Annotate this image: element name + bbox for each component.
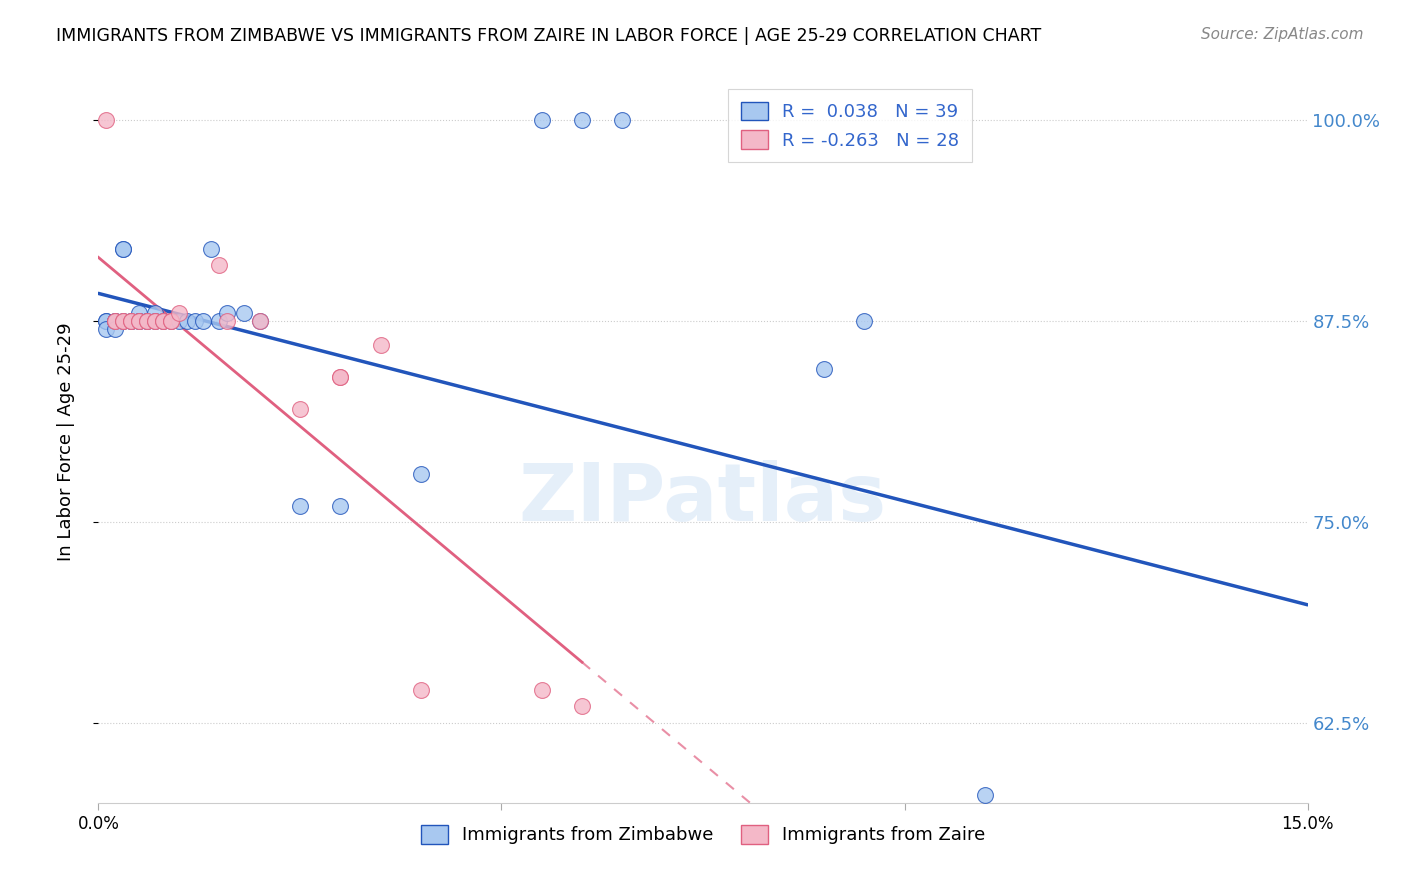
Text: ZIPatlas: ZIPatlas: [519, 460, 887, 539]
Point: [96, 322, 118, 336]
Point: [128, 314, 150, 328]
Point: [200, 242, 222, 256]
Point: [249, 314, 271, 328]
Point: [329, 370, 352, 384]
Point: [160, 314, 183, 328]
Point: [232, 306, 254, 320]
Point: [111, 242, 134, 256]
Point: [143, 314, 166, 328]
Point: [409, 683, 432, 698]
Legend: Immigrants from Zimbabwe, Immigrants from Zaire: Immigrants from Zimbabwe, Immigrants fro…: [413, 818, 993, 852]
Point: [128, 314, 150, 328]
Point: [96, 113, 118, 128]
Text: Source: ZipAtlas.com: Source: ZipAtlas.com: [1201, 27, 1364, 42]
Point: [103, 314, 125, 328]
Point: [111, 242, 134, 256]
Point: [143, 314, 166, 328]
Point: [176, 314, 198, 328]
Point: [249, 314, 271, 328]
Point: [152, 314, 174, 328]
Y-axis label: In Labor Force | Age 25-29: In Labor Force | Age 25-29: [56, 322, 75, 561]
Point: [103, 322, 125, 336]
Point: [571, 113, 593, 128]
Point: [288, 499, 311, 513]
Point: [111, 314, 134, 328]
Point: [152, 314, 174, 328]
Point: [409, 467, 432, 481]
Point: [128, 314, 150, 328]
Point: [120, 314, 142, 328]
Point: [96, 314, 118, 328]
Point: [329, 499, 352, 513]
Point: [135, 314, 157, 328]
Point: [813, 362, 835, 376]
Point: [135, 314, 157, 328]
Point: [612, 113, 634, 128]
Point: [120, 314, 142, 328]
Point: [111, 314, 134, 328]
Point: [128, 306, 150, 320]
Point: [853, 314, 876, 328]
Point: [152, 314, 174, 328]
Point: [143, 306, 166, 320]
Point: [288, 402, 311, 417]
Point: [96, 314, 118, 328]
Point: [217, 314, 239, 328]
Point: [135, 314, 157, 328]
Point: [184, 314, 207, 328]
Point: [217, 306, 239, 320]
Point: [329, 370, 352, 384]
Point: [135, 314, 157, 328]
Point: [160, 314, 183, 328]
Point: [974, 788, 997, 802]
Point: [167, 306, 190, 320]
Point: [571, 699, 593, 714]
Point: [120, 314, 142, 328]
Point: [193, 314, 215, 328]
Point: [103, 314, 125, 328]
Point: [208, 314, 231, 328]
Point: [103, 314, 125, 328]
Point: [160, 314, 183, 328]
Text: IMMIGRANTS FROM ZIMBABWE VS IMMIGRANTS FROM ZAIRE IN LABOR FORCE | AGE 25-29 COR: IMMIGRANTS FROM ZIMBABWE VS IMMIGRANTS F…: [56, 27, 1042, 45]
Point: [934, 868, 956, 882]
Point: [530, 113, 553, 128]
Point: [370, 338, 392, 352]
Point: [208, 258, 231, 272]
Point: [120, 314, 142, 328]
Point: [530, 683, 553, 698]
Point: [128, 314, 150, 328]
Point: [103, 314, 125, 328]
Point: [167, 314, 190, 328]
Point: [143, 314, 166, 328]
Point: [111, 314, 134, 328]
